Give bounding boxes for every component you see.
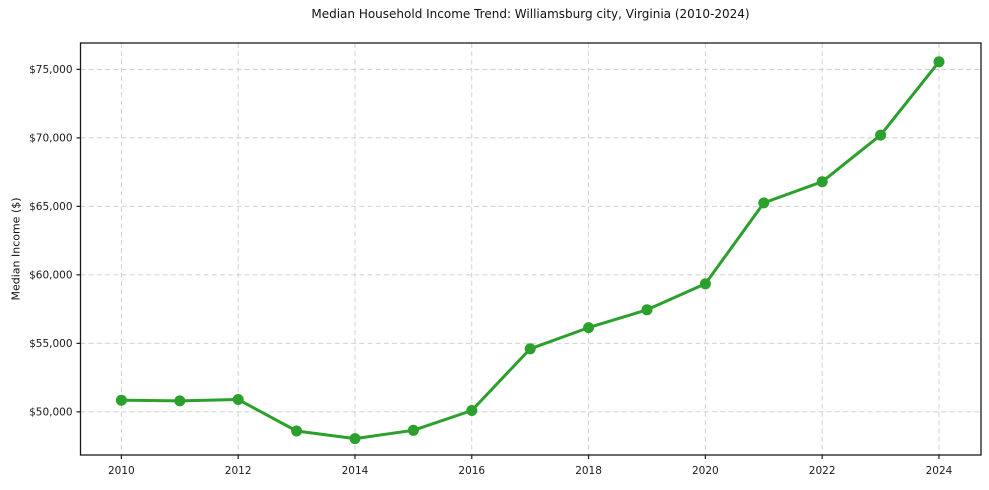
data-point-2023 — [875, 129, 887, 141]
x-tick-label: 2018 — [575, 465, 602, 477]
data-point-2022 — [816, 176, 828, 188]
chart-title: Median Household Income Trend: Williamsb… — [311, 7, 750, 21]
data-point-2014 — [349, 433, 361, 445]
y-tick-label: $55,000 — [29, 338, 72, 350]
data-point-2021 — [758, 197, 770, 209]
trend-line — [119, 60, 941, 441]
data-point-2017 — [524, 343, 536, 355]
x-tick-label: 2010 — [108, 465, 135, 477]
plot-border — [79, 42, 982, 456]
y-tick-label: $50,000 — [29, 407, 72, 419]
data-point-2019 — [641, 304, 653, 316]
data-point-2010 — [115, 394, 127, 406]
data-point-2020 — [699, 278, 711, 290]
y-tick-label: $75,000 — [29, 64, 72, 76]
data-point-2016 — [466, 405, 478, 416]
y-tick-label: $65,000 — [29, 201, 72, 213]
data-point-2012 — [232, 394, 244, 405]
data-point-2024 — [933, 56, 945, 68]
data-point-2013 — [291, 425, 303, 437]
data-point-2015 — [407, 424, 419, 436]
y-tick-label: $70,000 — [29, 133, 72, 145]
x-tick-label: 2022 — [809, 465, 836, 477]
y-tick-label: $60,000 — [29, 270, 72, 282]
x-tick-label: 2016 — [458, 465, 485, 477]
x-tick-label: 2014 — [342, 465, 369, 477]
data-point-2011 — [174, 395, 186, 407]
data-point-2018 — [583, 322, 595, 334]
x-tick-label: 2020 — [692, 465, 719, 477]
x-tick-label: 2024 — [926, 465, 953, 477]
x-tick-label: 2012 — [225, 465, 252, 477]
